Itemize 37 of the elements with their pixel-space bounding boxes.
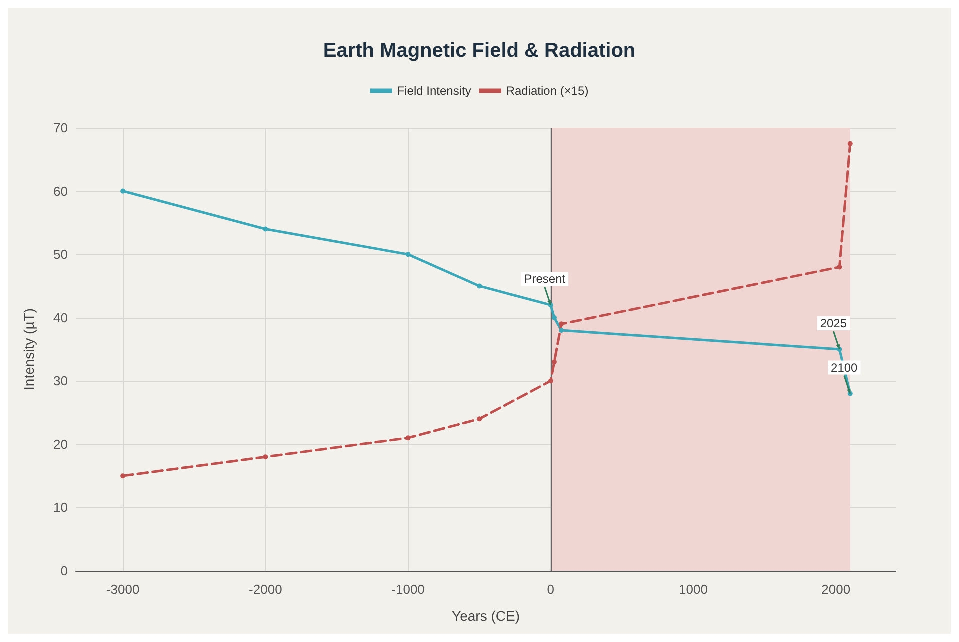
point <box>263 226 268 232</box>
point <box>848 141 853 146</box>
annotation: 2025 <box>820 316 848 330</box>
point <box>477 284 482 289</box>
y-tick-label: 70 <box>54 120 68 136</box>
x-tick-label: 2000 <box>822 582 851 597</box>
y-tick-label: 0 <box>60 564 68 578</box>
legend-label: Field Intensity <box>397 84 472 98</box>
point <box>552 360 557 365</box>
annotation: Present <box>524 272 566 286</box>
x-tick-label: -3000 <box>106 582 140 597</box>
point <box>837 264 842 270</box>
point <box>120 188 126 194</box>
x-tick-label: -2000 <box>249 582 282 597</box>
y-tick-label: 50 <box>54 247 68 262</box>
x-axis-title: Years (CE) <box>452 608 520 624</box>
point <box>263 454 268 460</box>
x-tick-label: 0 <box>547 582 555 597</box>
point <box>406 252 411 258</box>
y-tick-label: 10 <box>54 500 68 516</box>
y-tick-label: 30 <box>54 374 68 389</box>
point <box>552 315 557 320</box>
y-tick-label: 40 <box>54 310 68 326</box>
x-tick-label: 1000 <box>679 582 708 597</box>
y-tick-label: 60 <box>54 184 68 199</box>
point <box>548 378 554 384</box>
y-tick-label: 20 <box>54 436 68 452</box>
x-tick-label: -1000 <box>392 582 425 597</box>
point <box>477 416 482 422</box>
point <box>559 328 564 334</box>
legend-label: Radiation (×15) <box>506 84 589 98</box>
point <box>559 322 564 327</box>
point <box>120 474 126 479</box>
annotation: 2100 <box>831 360 858 375</box>
point <box>406 436 411 441</box>
y-axis-title: Intensity (µT) <box>21 308 37 390</box>
chart-title: Earth Magnetic Field & Radiation <box>323 40 636 62</box>
